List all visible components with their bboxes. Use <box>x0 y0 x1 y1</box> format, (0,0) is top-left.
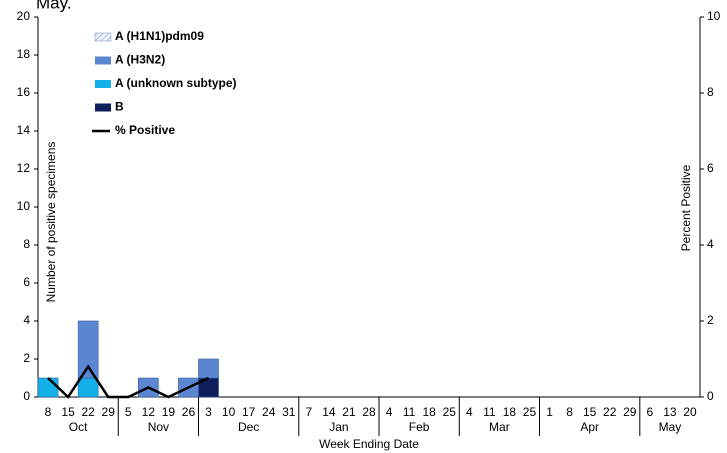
x-tick-label: 17 <box>242 405 256 419</box>
month-label: Nov <box>148 420 169 434</box>
month-label: Feb <box>409 420 430 434</box>
x-tick-label: 4 <box>386 405 393 419</box>
legend-label: A (unknown subtype) <box>115 76 237 90</box>
x-tick-label: 22 <box>81 405 95 419</box>
x-tick-label: 15 <box>583 405 597 419</box>
legend-swatch <box>95 56 111 65</box>
month-label: Apr <box>580 420 599 434</box>
month-label: Jan <box>329 420 348 434</box>
legend-label: % Positive <box>115 123 175 137</box>
line-series <box>47 364 210 399</box>
month-label: May <box>659 420 682 434</box>
legend-swatch <box>94 32 112 42</box>
x-tick-label: 20 <box>683 405 697 419</box>
y-tick-label: 6 <box>23 275 30 289</box>
y-tick-label: 18 <box>17 47 31 61</box>
x-tick-label: 3 <box>205 405 212 419</box>
y-tick-label: 10 <box>17 199 31 213</box>
x-tick-label: 14 <box>322 405 336 419</box>
x-tick-label: 12 <box>142 405 156 419</box>
y2-tick-label: 10 <box>707 9 721 23</box>
y2-tick-label: 2 <box>707 313 714 327</box>
x-tick-label: 11 <box>483 405 496 419</box>
x-axis-label: Week Ending Date <box>319 437 419 451</box>
x-tick-label: 21 <box>342 405 356 419</box>
y2-tick-label: 0 <box>707 389 714 403</box>
x-tick-label: 25 <box>443 405 457 419</box>
x-tick-label: 11 <box>403 405 416 419</box>
legend-label: A (H3N2) <box>115 53 165 67</box>
x-tick-label: 22 <box>603 405 617 419</box>
y-tick-label: 20 <box>17 9 31 23</box>
y-tick-label: 2 <box>23 351 30 365</box>
y-tick-label: 14 <box>17 123 31 137</box>
y2-tick-label: 8 <box>707 85 714 99</box>
month-label: Dec <box>238 420 259 434</box>
x-tick-label: 19 <box>162 405 176 419</box>
x-tick-label: 15 <box>61 405 75 419</box>
bar <box>77 320 99 379</box>
x-tick-label: 25 <box>523 405 537 419</box>
bar <box>77 377 99 398</box>
x-tick-label: 18 <box>503 405 517 419</box>
x-tick-label: 31 <box>282 405 296 419</box>
legend-label: A (H1N1)pdm09 <box>115 29 204 43</box>
month-label: Oct <box>69 420 88 434</box>
bar <box>37 377 59 398</box>
x-tick-label: 13 <box>663 405 677 419</box>
x-tick-label: 7 <box>305 405 312 419</box>
x-tick-label: 8 <box>566 405 573 419</box>
legend-label: B <box>115 100 124 114</box>
bar <box>198 358 219 379</box>
y-axis-label: Number of positive specimens <box>44 142 58 303</box>
x-tick-label: 6 <box>647 405 654 419</box>
y2-axis-label: Percent Positive <box>679 164 693 251</box>
x-tick-label: 4 <box>466 405 473 419</box>
x-tick-label: 29 <box>102 405 116 419</box>
x-tick-label: 5 <box>125 405 132 419</box>
x-tick-label: 29 <box>623 405 637 419</box>
legend-swatch <box>95 103 111 112</box>
month-label: Mar <box>489 420 510 434</box>
legend-swatch <box>95 80 111 88</box>
x-tick-label: 26 <box>182 405 196 419</box>
y2-tick-label: 4 <box>707 237 714 251</box>
y2-tick-label: 6 <box>707 161 714 175</box>
y-tick-label: 16 <box>17 85 31 99</box>
y-tick-label: 0 <box>23 389 30 403</box>
x-tick-label: 8 <box>45 405 52 419</box>
y-tick-label: 8 <box>23 237 30 251</box>
x-tick-label: 10 <box>222 405 236 419</box>
chart-title: May. <box>36 0 72 12</box>
x-tick-label: 18 <box>423 405 437 419</box>
y-tick-label: 12 <box>17 161 31 175</box>
x-tick-label: 1 <box>546 405 553 419</box>
y-tick-label: 4 <box>23 313 30 327</box>
x-tick-label: 24 <box>262 405 276 419</box>
x-tick-label: 28 <box>362 405 376 419</box>
